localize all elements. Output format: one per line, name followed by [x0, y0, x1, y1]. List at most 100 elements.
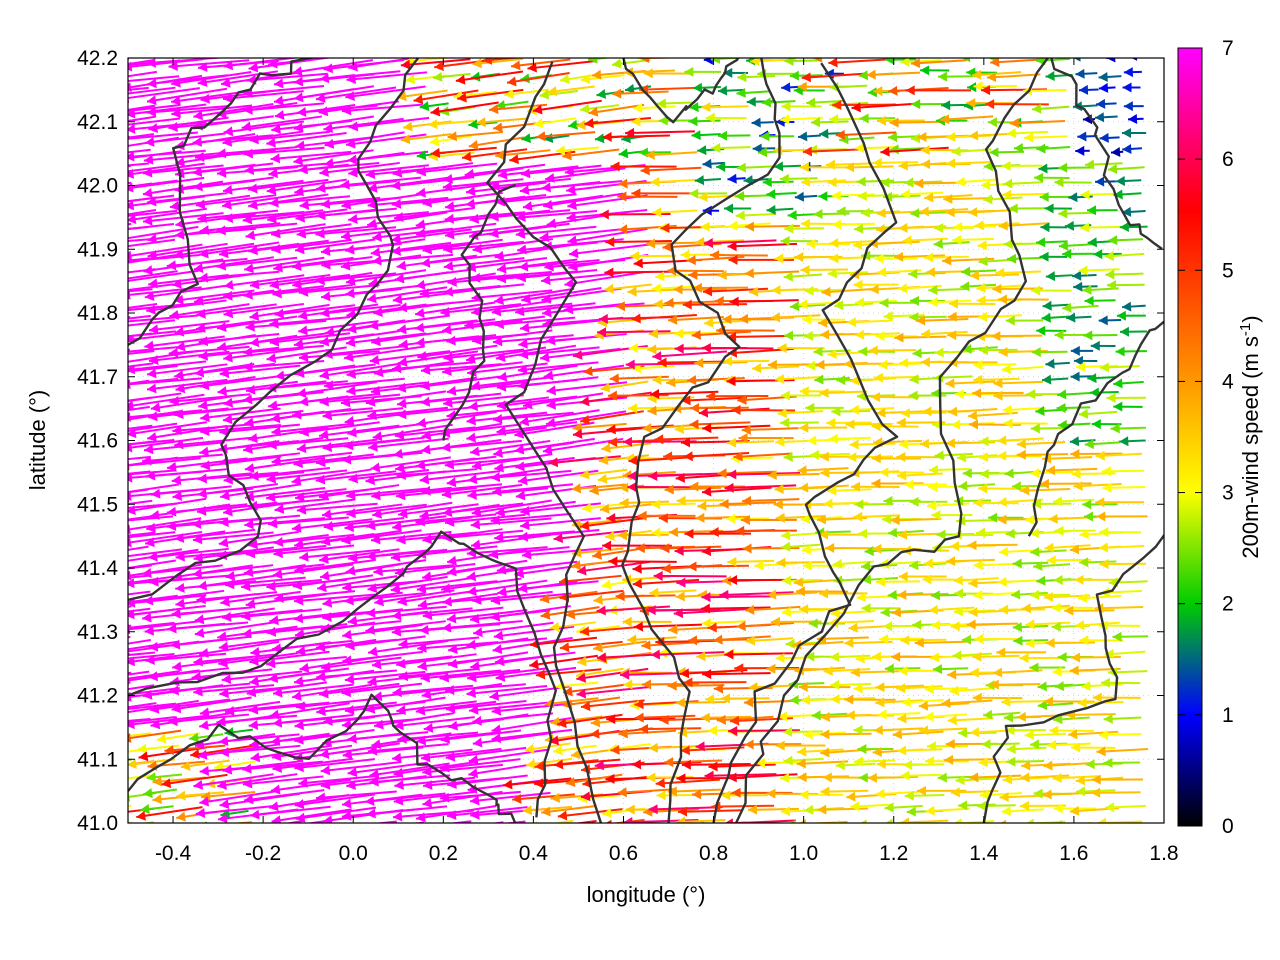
wind-arrow — [156, 732, 200, 744]
wind-arrow-head — [271, 815, 281, 823]
wind-arrow-shaft — [563, 683, 625, 694]
wind-arrow-head — [346, 780, 356, 791]
wind-arrow — [700, 712, 752, 723]
wind-arrow-shaft — [266, 656, 347, 666]
wind-arrow-head — [473, 627, 483, 638]
wind-arrow — [566, 825, 628, 838]
wind-arrow-shaft — [597, 330, 671, 334]
wind-arrow-head — [594, 760, 604, 771]
wind-arrow-head — [734, 663, 744, 674]
wind-arrow-head — [320, 765, 331, 776]
wind-arrow — [1019, 800, 1067, 811]
wind-arrow — [128, 715, 176, 724]
wind-arrow — [396, 653, 477, 669]
wind-arrow-head — [316, 792, 326, 803]
wind-arrow — [736, 621, 794, 632]
wind-arrow — [974, 633, 1019, 644]
wind-arrow-head — [667, 680, 677, 691]
wind-arrow — [748, 682, 798, 693]
wind-arrow — [80, 790, 125, 800]
wind-arrow-shaft — [45, 472, 125, 481]
wind-arrow-head — [641, 640, 651, 651]
wind-arrow — [271, 808, 352, 823]
wind-arrow-head — [867, 772, 877, 783]
wind-arrow-head — [605, 773, 615, 784]
wind-arrow — [926, 741, 968, 752]
wind-arrow-head — [944, 754, 954, 765]
wind-arrow-head — [445, 703, 456, 714]
wind-arrow-head — [148, 671, 158, 682]
wind-arrow-shaft — [341, 682, 423, 695]
wind-arrow — [372, 687, 454, 702]
wind-arrow — [683, 677, 747, 688]
wind-arrow-head — [766, 663, 776, 674]
wind-arrow-head — [553, 745, 563, 756]
wind-arrow-head — [1105, 802, 1115, 813]
wind-arrow — [627, 634, 677, 645]
wind-arrow-head — [949, 685, 959, 696]
wind-arrow-head — [820, 786, 830, 797]
wind-arrow — [366, 805, 448, 819]
wind-arrow — [447, 774, 528, 790]
wind-arrow-shaft — [128, 652, 175, 660]
wind-arrow-head — [138, 751, 149, 762]
wind-arrow — [128, 702, 176, 711]
wind-arrow-head — [877, 709, 887, 720]
wind-arrow-head — [392, 687, 402, 698]
wind-arrow-head — [1075, 775, 1086, 786]
wind-arrow-head — [93, 227, 102, 237]
wind-arrow-shaft — [198, 825, 226, 828]
wind-arrow-shaft — [439, 668, 521, 680]
wind-arrow — [713, 634, 771, 645]
wind-arrow-head — [269, 801, 279, 812]
wind-arrow-shaft — [169, 682, 251, 693]
wind-arrow-head — [1047, 740, 1057, 751]
wind-arrow-head — [854, 756, 864, 767]
wind-arrow-head — [94, 582, 104, 592]
wind-arrow — [128, 702, 157, 709]
wind-arrow — [1096, 746, 1149, 757]
wind-arrow-head — [534, 778, 544, 789]
wind-arrow-head — [805, 651, 815, 662]
wind-arrow — [979, 789, 1022, 800]
wind-arrow-head — [1092, 692, 1102, 703]
wind-arrow-shaft — [639, 727, 702, 731]
wind-arrow — [268, 826, 348, 841]
wind-arrow — [622, 616, 672, 627]
wind-arrow — [879, 634, 923, 645]
wind-arrow-shaft — [367, 743, 449, 753]
wind-arrow — [992, 667, 1043, 678]
wind-arrow — [884, 663, 921, 674]
wind-arrow-head — [99, 261, 109, 271]
wind-arrow-head — [596, 652, 607, 663]
wind-arrow-head — [319, 749, 330, 759]
wind-arrow-head — [797, 772, 807, 783]
wind-arrow-head — [1112, 631, 1122, 642]
wind-arrow-head — [1049, 725, 1059, 736]
wind-arrow-head — [846, 791, 856, 802]
wind-arrow-head — [321, 661, 331, 672]
wind-arrow-shaft — [295, 806, 377, 820]
wind-arrow-head — [950, 787, 960, 798]
wind-arrow-head — [219, 688, 229, 699]
wind-arrow — [216, 714, 298, 727]
wind-arrow — [128, 653, 130, 656]
wind-arrow-head — [47, 493, 57, 503]
wind-arrow-head — [789, 695, 799, 706]
wind-arrow-head — [341, 810, 352, 821]
wind-arrow-shaft — [641, 641, 699, 647]
wind-arrow — [420, 747, 502, 763]
wind-arrow — [468, 748, 550, 765]
wind-arrow-head — [789, 820, 795, 823]
wind-arrow-head — [853, 683, 863, 694]
wind-arrow-head — [193, 686, 203, 697]
wind-arrow-head — [924, 683, 934, 694]
wind-arrow-head — [634, 712, 644, 723]
wind-arrow-head — [977, 800, 987, 811]
wind-arrow-head — [953, 818, 962, 823]
wind-arrow-shaft — [270, 778, 352, 792]
wind-arrow-shaft — [294, 793, 376, 807]
wind-arrow-shaft — [466, 637, 548, 647]
wind-arrow-head — [892, 729, 903, 740]
wind-arrow — [218, 733, 300, 747]
